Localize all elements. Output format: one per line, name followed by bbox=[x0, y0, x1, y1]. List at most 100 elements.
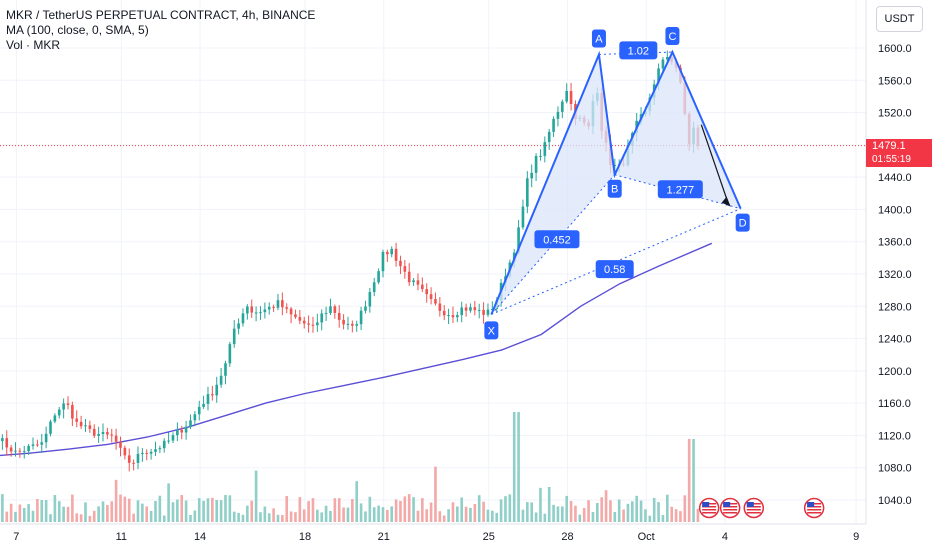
candle-body bbox=[386, 251, 389, 255]
volume-bar bbox=[127, 498, 131, 522]
volume-bar bbox=[254, 470, 258, 522]
volume-bar bbox=[561, 506, 564, 522]
volume-bar bbox=[276, 514, 280, 522]
ma-indicator-label[interactable]: MA (100, close, 0, SMA, 5) bbox=[6, 23, 149, 37]
time-tick-label: 28 bbox=[561, 531, 573, 543]
volume-bar bbox=[149, 510, 153, 522]
volume-bar bbox=[547, 486, 551, 522]
candle-body bbox=[298, 317, 302, 321]
candle-body bbox=[184, 426, 188, 433]
volume-bar bbox=[62, 506, 65, 522]
candle-body bbox=[71, 404, 74, 419]
candle-body bbox=[193, 414, 197, 421]
candle-body bbox=[145, 452, 149, 454]
volume-bar bbox=[88, 515, 92, 522]
candle-body bbox=[246, 306, 249, 314]
volume-bar bbox=[101, 501, 105, 522]
volume-bar bbox=[215, 500, 219, 522]
volume-bar bbox=[591, 512, 595, 522]
volume-bar bbox=[661, 515, 665, 522]
volume-bar bbox=[307, 501, 310, 522]
economic-events bbox=[698, 497, 825, 519]
candle-body bbox=[346, 323, 350, 325]
candle-body bbox=[460, 307, 464, 316]
volume-bar bbox=[27, 504, 30, 522]
volume-bar bbox=[167, 483, 170, 522]
us-event-flag-icon[interactable] bbox=[743, 497, 765, 519]
candle-body bbox=[40, 442, 44, 445]
candle-body bbox=[547, 131, 551, 143]
volume-bar bbox=[692, 439, 695, 522]
volume-bar bbox=[272, 508, 275, 522]
candle-body bbox=[276, 300, 280, 308]
volume-bar bbox=[333, 498, 337, 522]
candle-body bbox=[329, 306, 332, 314]
volume-bar bbox=[604, 490, 608, 522]
volume-bar bbox=[351, 499, 354, 522]
price-tick-label: 1520.0 bbox=[878, 108, 912, 120]
volume-bar bbox=[337, 498, 341, 522]
candle-body bbox=[543, 142, 547, 156]
volume-bar bbox=[241, 514, 245, 522]
currency-button[interactable]: USDT bbox=[876, 6, 923, 32]
price-tick-label: 1040.0 bbox=[878, 495, 912, 507]
us-event-flag-icon[interactable] bbox=[698, 497, 720, 519]
candle-body bbox=[447, 315, 450, 317]
candle-body bbox=[18, 450, 22, 452]
projection-arrow bbox=[700, 124, 730, 205]
volume-bar bbox=[180, 494, 184, 522]
volume-bar bbox=[132, 513, 135, 522]
volume-bar bbox=[79, 514, 83, 522]
us-event-flag-icon[interactable] bbox=[719, 497, 741, 519]
volume-bar bbox=[499, 499, 503, 522]
volume-bar bbox=[114, 479, 118, 522]
candle-body bbox=[517, 227, 520, 253]
volume-bar bbox=[687, 439, 691, 522]
price-tick-label: 1200.0 bbox=[878, 366, 912, 378]
last-price-value: 1479.1 bbox=[872, 140, 906, 152]
volume-bar bbox=[416, 510, 420, 522]
candle-body bbox=[254, 312, 258, 314]
volume-bar bbox=[556, 506, 560, 522]
harmonic-pattern: X A B C D 0.452 1.02 1.277 0.58 bbox=[484, 27, 750, 340]
candle-body bbox=[14, 450, 17, 452]
candle-body bbox=[534, 156, 538, 173]
candle-body bbox=[224, 363, 227, 376]
volume-bar bbox=[22, 508, 26, 522]
pattern-point-badge bbox=[591, 29, 606, 48]
volume-bar bbox=[399, 500, 402, 522]
candle-body bbox=[556, 111, 560, 119]
time-axis bbox=[0, 524, 866, 550]
volume-bar bbox=[176, 499, 179, 522]
volume-bar bbox=[158, 495, 162, 522]
volume-bar bbox=[464, 506, 468, 522]
volume-bar bbox=[390, 506, 394, 522]
volume-indicator-label[interactable]: Vol · MKR bbox=[6, 38, 61, 52]
volume-bar bbox=[482, 501, 485, 522]
volume-bar bbox=[508, 494, 512, 522]
candle-body bbox=[259, 312, 262, 314]
volume-bar bbox=[97, 506, 100, 522]
candle-body bbox=[36, 444, 39, 446]
candle-body bbox=[75, 418, 79, 422]
candle-body bbox=[197, 406, 201, 415]
candle-body bbox=[416, 280, 420, 285]
volume-bar bbox=[84, 502, 87, 522]
volume-bar bbox=[429, 502, 433, 522]
volume-bar bbox=[18, 504, 22, 522]
volume-bar bbox=[574, 505, 577, 522]
candle-body bbox=[403, 266, 407, 272]
volume-bar bbox=[386, 509, 389, 522]
candle-body bbox=[9, 447, 13, 452]
price-tick-label: 1240.0 bbox=[878, 334, 912, 346]
us-event-flag-icon[interactable] bbox=[803, 497, 825, 519]
price-tick-label: 1320.0 bbox=[878, 269, 912, 281]
volume-bar bbox=[5, 511, 9, 522]
candle-body bbox=[377, 271, 380, 283]
candle-body bbox=[429, 294, 433, 300]
candle-body bbox=[482, 309, 485, 315]
candle-body bbox=[407, 271, 411, 283]
candle-body bbox=[202, 403, 205, 407]
volume-bar bbox=[119, 494, 122, 522]
